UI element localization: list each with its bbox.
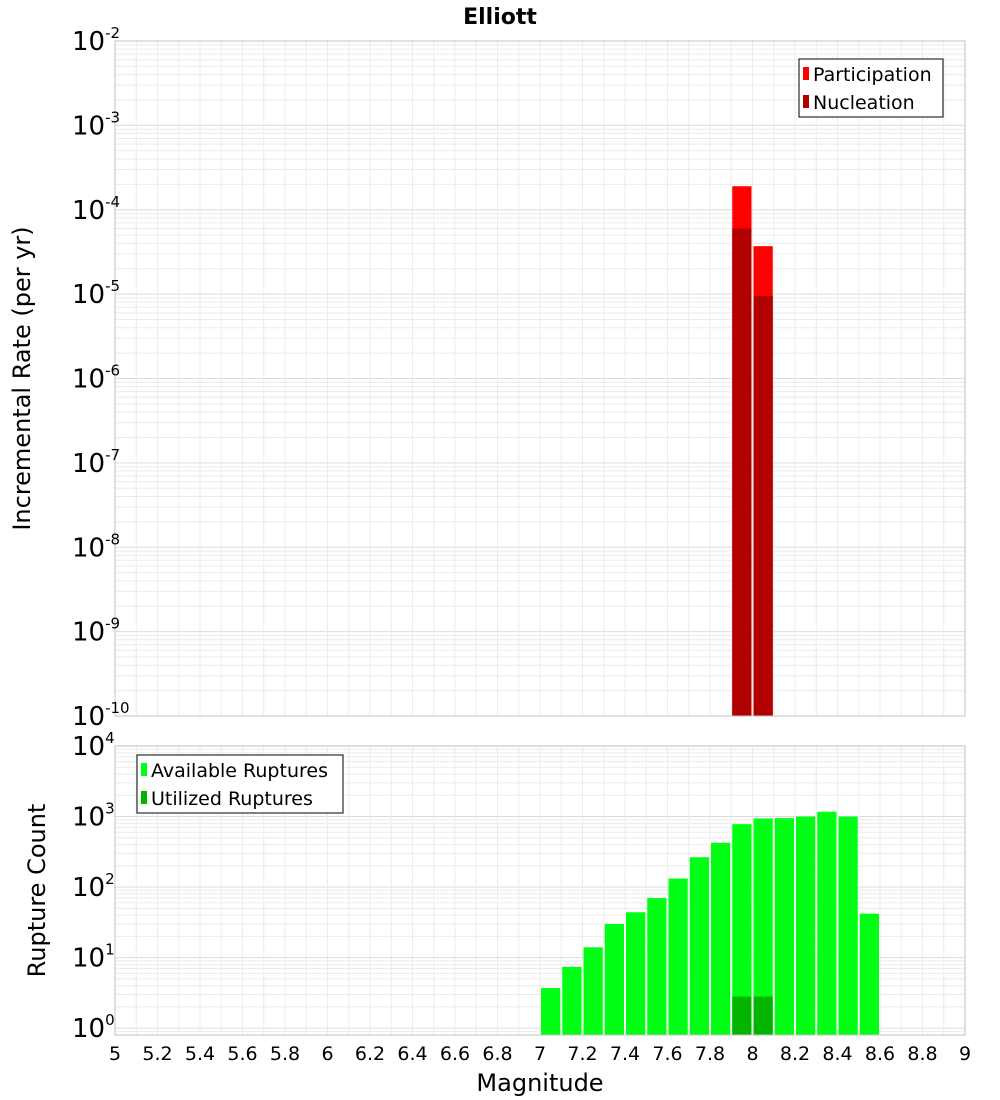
x-tick-label: 8.6 <box>865 1043 895 1065</box>
bar-available-ruptures <box>859 913 879 1035</box>
y-axis-title: Rupture Count <box>23 804 51 978</box>
bar-available-ruptures <box>541 988 561 1035</box>
x-tick-label: 7 <box>534 1043 546 1065</box>
x-tick-label: 8 <box>746 1043 758 1065</box>
y-tick-label: 103 <box>72 800 115 833</box>
bar-available-ruptures <box>711 842 731 1035</box>
plot-panel-rate: 10-2 10-3 10-4 10-5 10-6 10-7 10-8 10-9 10-10 Inc… <box>8 24 966 732</box>
y-tick-label: 101 <box>72 941 115 974</box>
bar-nucleation <box>753 296 773 716</box>
x-tick-label: 5.8 <box>270 1043 300 1065</box>
plot-panel-count: 104 103 102 101 100 Rupture Count Available Ru… <box>23 729 966 1044</box>
bar-available-ruptures <box>668 878 688 1035</box>
y-tick-label: 10-6 <box>72 362 120 395</box>
bar-available-ruptures <box>838 816 858 1035</box>
y-tick-label: 10-7 <box>72 446 120 479</box>
y-axis-title: Incremental Rate (per yr) <box>8 226 36 530</box>
y-tick-label: 10-5 <box>72 277 120 310</box>
bar-available-ruptures <box>796 816 816 1035</box>
legend-label: Participation <box>813 64 932 86</box>
bar-available-ruptures <box>689 857 709 1035</box>
x-tick-label: 7.4 <box>610 1043 640 1065</box>
legend-swatch <box>803 67 809 80</box>
x-tick-label: 5 <box>109 1043 121 1065</box>
legend-label: Available Ruptures <box>151 760 328 782</box>
y-tick-label: 102 <box>72 870 115 903</box>
x-tick-label: 7.8 <box>695 1043 725 1065</box>
y-tick-label: 10-3 <box>72 108 120 141</box>
legend-label: Utilized Ruptures <box>151 788 313 810</box>
plot-frame <box>114 40 966 717</box>
bar-available-ruptures <box>583 947 603 1035</box>
y-tick-label: 10-10 <box>72 699 130 732</box>
x-axis-title: Magnitude <box>476 1069 603 1097</box>
chart-title: Elliott <box>463 5 537 30</box>
legend-label: Nucleation <box>813 92 915 114</box>
y-tick-label: 10-8 <box>72 530 120 563</box>
plot-frame <box>114 745 966 1036</box>
x-tick-label: 5.6 <box>227 1043 257 1065</box>
bar-available-ruptures <box>647 898 667 1035</box>
y-tick-label: 10-2 <box>72 24 120 57</box>
x-tick-label: 7.2 <box>567 1043 597 1065</box>
y-tick-label: 10-4 <box>72 193 120 226</box>
x-tick-label: 6.2 <box>355 1043 385 1065</box>
x-tick-label: 7.6 <box>652 1043 682 1065</box>
legend-swatch <box>803 95 809 108</box>
y-tick-label: 104 <box>72 729 115 762</box>
x-tick-label: 8.2 <box>780 1043 810 1065</box>
bar-available-ruptures <box>604 923 624 1035</box>
y-tick-label: 10-9 <box>72 615 120 648</box>
x-tick-label: 8.8 <box>907 1043 937 1065</box>
bar-utilized-ruptures <box>732 996 752 1035</box>
bar-available-ruptures <box>753 818 773 1035</box>
legend-box <box>136 754 344 814</box>
legend-swatch <box>141 763 147 776</box>
bar-available-ruptures <box>774 818 794 1035</box>
x-tick-label: 6.4 <box>397 1043 427 1065</box>
x-tick-label: 6 <box>321 1043 333 1065</box>
bar-nucleation <box>732 228 752 716</box>
bar-utilized-ruptures <box>753 996 773 1035</box>
x-tick-label: 8.4 <box>822 1043 852 1065</box>
legend-box <box>798 58 944 118</box>
bar-available-ruptures <box>626 912 646 1035</box>
bar-available-ruptures <box>562 966 582 1035</box>
x-tick-label: 6.8 <box>482 1043 512 1065</box>
x-tick-label: 5.2 <box>142 1043 172 1065</box>
x-tick-label: 9 <box>959 1043 971 1065</box>
y-tick-label: 100 <box>72 1011 115 1044</box>
x-tick-label: 6.6 <box>440 1043 470 1065</box>
x-tick-label: 5.4 <box>185 1043 215 1065</box>
bar-available-ruptures <box>732 824 752 1035</box>
legend-swatch <box>141 791 147 804</box>
bar-available-ruptures <box>817 811 837 1035</box>
